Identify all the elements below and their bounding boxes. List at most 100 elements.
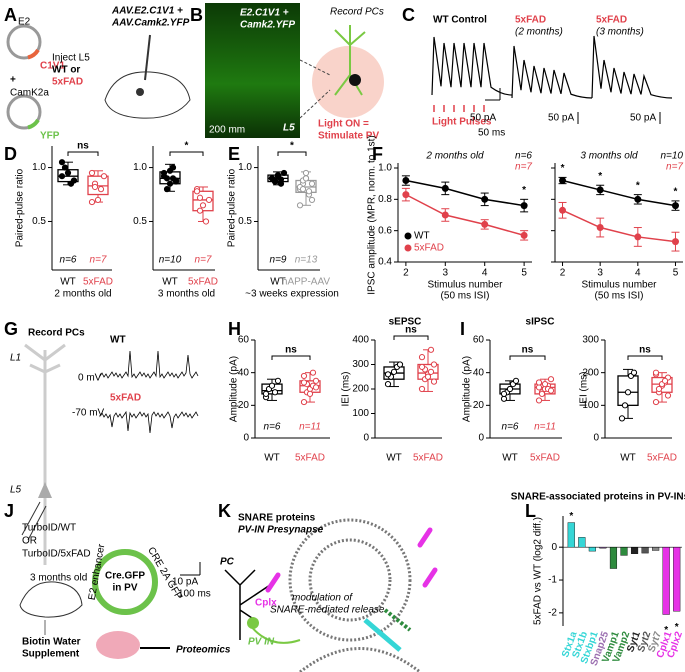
neuron	[334, 25, 366, 96]
data-point	[535, 379, 543, 386]
label: modulation of	[292, 593, 353, 604]
data-point	[535, 397, 543, 404]
data-point	[481, 220, 489, 228]
y-tick-label: 0.6	[378, 225, 392, 236]
significance-bracket	[393, 335, 429, 340]
complexin	[265, 572, 281, 593]
data-point	[671, 238, 679, 246]
label: E2	[18, 17, 31, 28]
pipette	[21, 501, 47, 541]
significance: *	[674, 187, 678, 198]
data-point	[402, 191, 410, 199]
y-tick-label: 200	[352, 384, 369, 395]
y-tick-label: 0	[243, 433, 249, 444]
y-tick-label: 0.8	[378, 194, 392, 205]
legend-marker	[404, 244, 412, 252]
x-tick-label: 5xFAD	[413, 453, 443, 464]
panel-label: H	[228, 319, 241, 339]
label: 5xFAD	[110, 393, 141, 404]
bar	[620, 546, 628, 556]
snare	[383, 608, 412, 632]
significance: ns	[77, 141, 89, 152]
label: -70 mV	[72, 408, 105, 419]
label: Camk2.YFP	[240, 20, 295, 31]
label: (2 months)	[515, 27, 563, 38]
n-label: n=9	[270, 255, 287, 266]
chart-title: 2 months old	[425, 151, 484, 162]
label: PC	[220, 557, 235, 568]
label: Stimulate PV	[318, 131, 379, 142]
chart-title: sEPSC	[389, 317, 422, 328]
significance: *	[185, 141, 189, 152]
x-tick-label: 5xFAD	[83, 277, 113, 288]
data-point	[559, 177, 567, 185]
data-point	[100, 173, 108, 180]
significance: ns	[639, 345, 651, 356]
data-point	[312, 384, 320, 391]
panel-label: C	[402, 5, 415, 25]
data-point	[277, 176, 285, 183]
chart-title: SNARE-associated proteins in PV-INs	[511, 492, 685, 503]
y-tick-label: 0	[593, 433, 599, 444]
n-label: n=7	[90, 255, 107, 266]
y-tick-label: 0.5	[133, 216, 147, 227]
data-point	[91, 183, 99, 191]
y-tick-label: 100	[582, 400, 599, 411]
data-point	[402, 177, 410, 185]
data-point	[302, 169, 310, 177]
y-tick-label: 0	[478, 433, 484, 444]
y-tick-label: 0	[363, 433, 369, 444]
data-point	[312, 377, 320, 384]
trace	[99, 410, 199, 434]
vesicle	[308, 538, 392, 622]
complexin	[422, 567, 438, 588]
data-point	[88, 198, 96, 206]
soma	[38, 482, 52, 498]
series-line	[562, 179, 676, 207]
x-tick-label: WT	[270, 277, 286, 288]
data-point	[61, 164, 69, 171]
n-label: n=11	[534, 422, 556, 433]
data-point	[302, 175, 310, 182]
zoom-line	[299, 59, 331, 119]
data-point	[427, 368, 435, 375]
label: WT	[110, 335, 126, 346]
label: PV-IN Presynapse	[238, 525, 324, 536]
label: 0 mV	[78, 373, 102, 384]
y-tick-label: 20	[238, 400, 250, 411]
x-tick-label: 5xFAD	[295, 453, 325, 464]
x-tick-label: WT	[60, 277, 76, 288]
y-tick-label: 1.0	[32, 162, 46, 173]
y-tick-label: 300	[582, 335, 599, 346]
label: Cplx	[255, 598, 277, 609]
trace	[99, 350, 199, 379]
data-point	[299, 186, 307, 193]
significance: *	[664, 625, 668, 636]
data-point	[94, 196, 102, 204]
label: L1	[10, 353, 21, 364]
data-point	[274, 172, 282, 179]
y-axis-label: Amplitude (pA)	[229, 356, 240, 422]
label: Light Pulses	[432, 117, 492, 128]
label: OR	[22, 536, 37, 547]
significance-bracket	[627, 355, 663, 360]
y-tick-label: 400	[352, 335, 369, 346]
label: AAV.Camk2.YFP	[111, 18, 190, 29]
y-tick-label: 60	[238, 335, 250, 346]
y-tick-label: 40	[238, 367, 250, 378]
y-tick-label: 40	[473, 367, 485, 378]
label: TurboID/WT	[22, 523, 76, 534]
plasmid	[6, 24, 42, 60]
data-point	[309, 369, 317, 376]
vector	[92, 549, 158, 615]
trace	[591, 35, 673, 99]
pv-bouton	[247, 617, 259, 629]
data-point	[664, 392, 672, 399]
chart-title: 3 months old	[580, 151, 638, 162]
x-axis-label: 3 months old	[158, 289, 215, 300]
bar	[609, 546, 618, 569]
data-point	[661, 377, 669, 384]
data-point	[481, 195, 489, 203]
data-point	[634, 233, 642, 241]
snare	[363, 618, 402, 652]
